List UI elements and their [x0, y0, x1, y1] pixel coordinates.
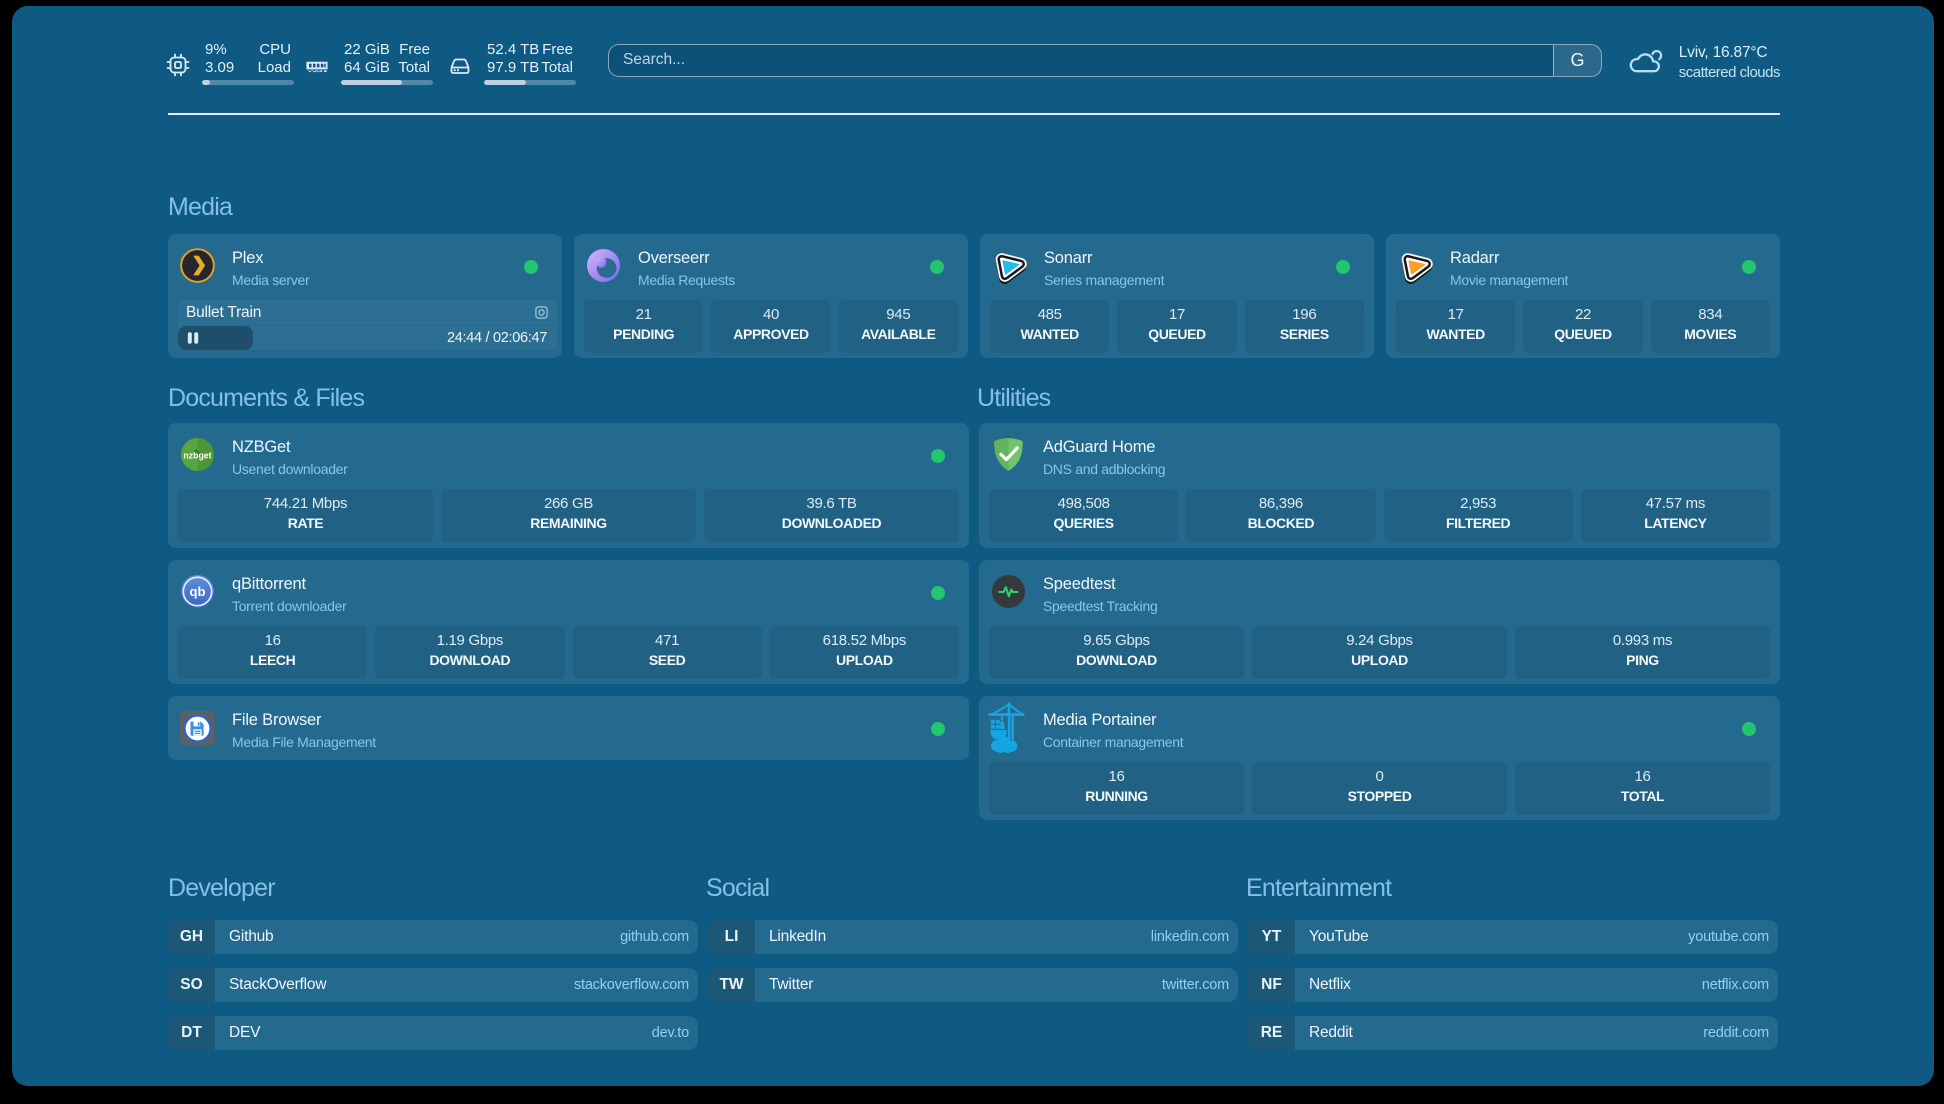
svg-text:qb: qb [189, 584, 205, 599]
svg-text:nzbget: nzbget [183, 450, 211, 460]
